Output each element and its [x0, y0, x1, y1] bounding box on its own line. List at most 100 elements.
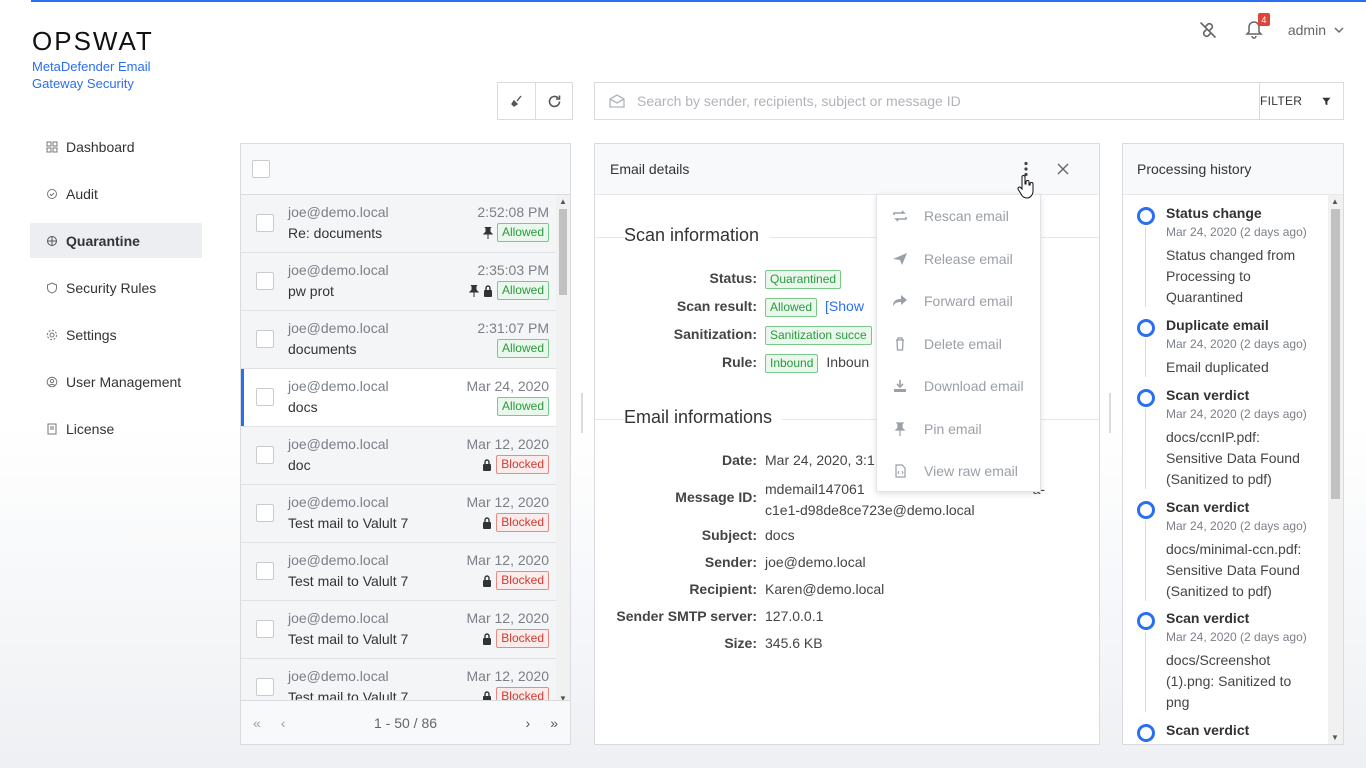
section-title: Email informations	[624, 407, 783, 428]
license-icon	[47, 423, 57, 434]
first-page-icon[interactable]: «	[253, 714, 261, 731]
message-id-row: Message ID: mdemail147061a- c1e1-d98de8c…	[675, 481, 1045, 518]
timeline-dot	[1137, 501, 1155, 519]
refresh-button[interactable]	[535, 83, 572, 119]
recipient-row: Recipient: Karen@demo.local	[689, 581, 885, 597]
user-menu[interactable]: admin	[1288, 22, 1344, 38]
timeline-line	[1145, 521, 1146, 601]
resize-handle[interactable]	[1109, 393, 1111, 433]
row-checkbox[interactable]	[256, 388, 274, 406]
header-actions: 4 admin	[1196, 13, 1344, 42]
sidebar-item-user-management[interactable]: User Management	[30, 364, 202, 399]
resize-handle[interactable]	[581, 393, 583, 433]
sidebar-item-settings[interactable]: Settings	[30, 317, 202, 352]
email-list-item[interactable]: joe@demo.local pw prot 2:35:03 PM Allowed	[241, 253, 558, 311]
menu-item-delete[interactable]: Delete email	[877, 323, 1040, 366]
timeline-dot	[1137, 724, 1155, 742]
email-list-item[interactable]: joe@demo.local documents 2:31:07 PM Allowed	[241, 311, 558, 369]
pin-icon	[894, 422, 906, 436]
sender: joe@demo.local	[288, 494, 389, 510]
row-checkbox[interactable]	[256, 446, 274, 464]
smtp-server-row: Sender SMTP server: 127.0.0.1	[616, 608, 824, 624]
sender: joe@demo.local	[288, 262, 389, 278]
select-all-checkbox[interactable]	[252, 160, 270, 178]
notifications-bell-icon[interactable]: 4	[1242, 13, 1270, 42]
clean-button[interactable]	[498, 83, 535, 119]
menu-item-view-raw[interactable]: View raw email	[877, 450, 1040, 493]
forward-icon	[893, 295, 907, 307]
email-list-item[interactable]: joe@demo.local Test mail to Valult 7 Mar 1…	[241, 601, 558, 659]
timeline-line	[1145, 339, 1146, 377]
status-badge: Quarantined	[765, 270, 842, 289]
row-checkbox[interactable]	[256, 620, 274, 638]
user-name: admin	[1287, 22, 1326, 38]
globe-icon	[47, 235, 57, 246]
timestamp: Mar 12, 2020	[466, 552, 550, 568]
timestamp: Mar 12, 2020	[466, 668, 550, 684]
scroll-down-icon[interactable]: ▼	[559, 694, 567, 703]
scroll-thumb[interactable]	[559, 209, 567, 295]
envelope-icon	[609, 94, 625, 108]
prev-page-icon[interactable]: ‹	[280, 714, 286, 731]
last-page-icon[interactable]: »	[550, 714, 558, 731]
row-checkbox[interactable]	[256, 504, 274, 522]
row-checkbox[interactable]	[256, 678, 274, 696]
email-list-item[interactable]: joe@demo.local docs Mar 24, 2020 Allowed	[241, 369, 558, 427]
pin-icon	[482, 226, 493, 239]
subject: doc	[288, 457, 311, 473]
users-icon	[46, 376, 58, 387]
status-badge: Allowed	[496, 281, 549, 300]
email-list-item[interactable]: joe@demo.local Test mail to Valult 7 Mar 1…	[241, 485, 558, 543]
email-list-item[interactable]: joe@demo.local Test mail to Valult 7 Mar 1…	[241, 543, 558, 601]
menu-item-download[interactable]: Download email	[877, 365, 1040, 408]
more-vertical-icon[interactable]	[1023, 161, 1029, 177]
menu-item-release[interactable]: Release email	[877, 238, 1040, 281]
timestamp: 2:52:08 PM	[477, 204, 549, 220]
subject: Test mail to Valult 7	[288, 573, 409, 589]
lock-icon	[483, 632, 492, 645]
brand-logo[interactable]: OPSWAT MetaDefender Email Gateway Securi…	[32, 28, 172, 92]
search-input[interactable]	[637, 93, 1259, 109]
menu-item-forward[interactable]: Forward email	[877, 280, 1040, 323]
row-checkbox[interactable]	[256, 214, 274, 232]
date-row: Date: Mar 24, 2020, 3:1	[721, 452, 875, 468]
filter-button[interactable]: FILTER	[1259, 83, 1343, 119]
sender: joe@demo.local	[288, 668, 389, 684]
history-title: Status change	[1166, 205, 1262, 221]
row-checkbox[interactable]	[256, 272, 274, 290]
timeline-dot	[1137, 389, 1155, 407]
email-list-item[interactable]: joe@demo.local Test mail to Valult 7 Mar 1…	[241, 659, 558, 705]
sidebar-item-dashboard[interactable]: Dashboard	[30, 129, 202, 164]
timestamp: 2:31:07 PM	[477, 320, 549, 336]
scroll-down-icon[interactable]: ▼	[1331, 733, 1339, 742]
scroll-up-icon[interactable]: ▲	[1331, 197, 1339, 206]
row-checkbox[interactable]	[256, 330, 274, 348]
show-details-link[interactable]: [Show	[825, 298, 864, 314]
list-scrollbar[interactable]: ▲ ▼	[556, 195, 570, 705]
email-list-item[interactable]: joe@demo.local doc Mar 12, 2020 Blocked	[241, 427, 558, 485]
history-title: Scan verdict	[1166, 722, 1250, 738]
sidebar-item-security-rules[interactable]: Security Rules	[30, 270, 202, 305]
next-page-icon[interactable]: ›	[525, 714, 531, 731]
unlink-icon[interactable]	[1196, 18, 1220, 42]
sidebar-item-audit[interactable]: Audit	[30, 176, 202, 211]
menu-item-pin[interactable]: Pin email	[877, 408, 1040, 451]
subject: Test mail to Valult 7	[288, 631, 409, 647]
shield-icon	[47, 281, 57, 294]
history-title: Duplicate email	[1166, 317, 1269, 333]
opswat-logo: OPSWAT	[32, 26, 154, 56]
lock-icon	[483, 284, 492, 297]
close-icon[interactable]	[1057, 163, 1069, 175]
scroll-up-icon[interactable]: ▲	[559, 197, 567, 206]
scroll-thumb[interactable]	[1331, 209, 1340, 499]
sidebar-item-license[interactable]: License	[30, 411, 202, 446]
details-title: Email details	[610, 161, 690, 177]
sidebar-item-quarantine[interactable]: Quarantine	[30, 223, 202, 258]
sender: joe@demo.local	[288, 204, 389, 220]
history-scrollbar[interactable]: ▲ ▼	[1328, 195, 1343, 744]
menu-item-rescan[interactable]: Rescan email	[877, 195, 1040, 238]
row-tags: Allowed	[468, 281, 549, 300]
row-tags: Blocked	[482, 629, 549, 648]
email-list-item[interactable]: joe@demo.local Re: documents 2:52:08 PM All…	[241, 195, 558, 253]
row-checkbox[interactable]	[256, 562, 274, 580]
